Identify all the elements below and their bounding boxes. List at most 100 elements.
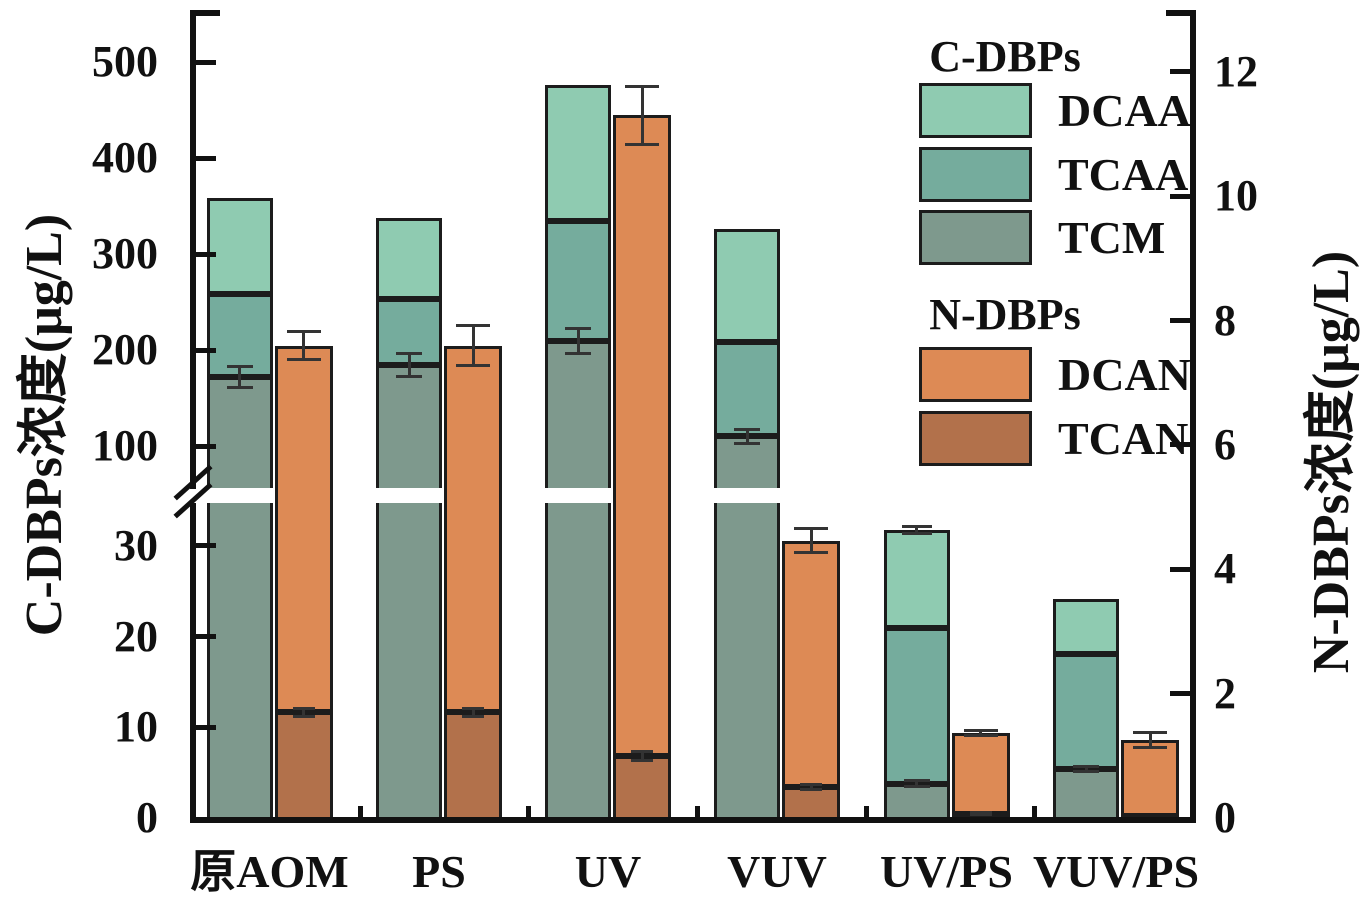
err-tcan-3-cap-top xyxy=(800,782,822,786)
right-tick-label-12: 12 xyxy=(1214,46,1258,96)
err-tcm-2-cap-top xyxy=(565,327,591,331)
err-c-total-4-cap-bot xyxy=(901,531,932,535)
err-c-total-4-cap-top xyxy=(901,524,932,528)
err-tcan-0-cap-top xyxy=(292,707,315,711)
c-bar-dcaa-0 xyxy=(206,198,273,295)
right-tick-label-8: 8 xyxy=(1214,295,1236,345)
x-minor-tick-0 xyxy=(357,806,363,817)
err-n-total-3-cap-top xyxy=(794,527,828,531)
left-tick-30 xyxy=(196,543,216,549)
legend-swatch-dcaa xyxy=(919,83,1032,138)
right-axis-top-cap xyxy=(1166,10,1196,16)
err-tcan-4-cap-top xyxy=(969,810,992,814)
err-n-total-1-cap-bot xyxy=(456,363,490,367)
err-tcan-1-cap-bot xyxy=(462,714,484,718)
x-minor-tick-2 xyxy=(694,806,700,817)
err-n-total-2-cap-bot xyxy=(625,142,659,146)
err-n-total-5-cap-bot xyxy=(1133,746,1167,750)
left-tick-500 xyxy=(196,59,216,65)
left-tick-label-0: 0 xyxy=(136,793,158,842)
c-bar-tcaa-2 xyxy=(545,221,611,342)
x-minor-tick-4 xyxy=(1031,806,1037,817)
right-tick-label-10: 10 xyxy=(1214,171,1258,221)
err-n-total-0-cap-top xyxy=(286,329,321,333)
err-n-total-4-cap-top xyxy=(963,729,998,733)
err-tcan-1-line xyxy=(471,708,475,717)
c-bar-tcaa-0 xyxy=(206,294,273,377)
right-tick-4 xyxy=(1170,566,1190,572)
bottom-axis xyxy=(190,817,1196,823)
err-n-total-1-cap-top xyxy=(456,324,490,328)
right-tick-label-2: 2 xyxy=(1214,668,1236,718)
c-bar-tcm-4 xyxy=(883,783,950,821)
legend-swatch-tcan xyxy=(919,410,1032,466)
legend-swatch-tcm xyxy=(919,210,1032,265)
err-n-total-4-line xyxy=(979,730,982,736)
right-tick-label-4: 4 xyxy=(1214,544,1236,594)
legend-label-dcan: DCAN xyxy=(1058,349,1191,400)
x-label-0: 原AOM xyxy=(190,846,349,897)
err-tcm-4-cap-top xyxy=(903,779,930,783)
right-tick-2 xyxy=(1170,691,1190,697)
legend-swatch-tcaa xyxy=(919,146,1032,202)
err-tcm-3-cap-top xyxy=(734,428,760,432)
c-bar-tcm-2 xyxy=(545,341,611,821)
err-tcan-3-line xyxy=(809,784,813,790)
err-n-total-0-cap-bot xyxy=(286,358,321,362)
n-bar-dcan-5 xyxy=(1121,740,1179,816)
err-tcan-2-cap-bot xyxy=(631,758,653,762)
legend-swatch-dcan xyxy=(919,347,1032,402)
x-minor-tick-1 xyxy=(525,806,531,817)
err-n-total-0-line xyxy=(302,331,305,360)
legend-label-dcaa: DCAA xyxy=(1058,85,1191,136)
x-label-2: UV xyxy=(574,846,642,897)
left-axis-top-cap xyxy=(190,10,220,16)
err-n-total-5-line xyxy=(1148,732,1152,748)
left-tick-label-30: 30 xyxy=(114,520,158,570)
left-tick-label-500: 500 xyxy=(92,37,158,86)
left-tick-400 xyxy=(196,155,216,161)
err-tcan-0-cap-bot xyxy=(292,714,315,718)
legend-label-tcm: TCM xyxy=(1058,212,1166,263)
err-tcm-1-cap-bot xyxy=(396,375,422,379)
right-tick-label-0: 0 xyxy=(1214,793,1236,842)
err-tcm-4-cap-bot xyxy=(903,784,930,788)
left-tick-300 xyxy=(196,251,216,257)
right-tick-6 xyxy=(1170,442,1190,448)
c-bar-dcaa-2 xyxy=(545,85,611,222)
err-tcan-0-line xyxy=(302,708,305,717)
err-tcan-1-cap-top xyxy=(462,707,484,711)
err-n-total-2-line xyxy=(640,86,644,145)
err-tcm-0-cap-bot xyxy=(226,385,253,389)
err-tcm-0-cap-top xyxy=(226,364,253,368)
err-tcan-2-cap-top xyxy=(631,749,653,753)
err-n-total-1-line xyxy=(471,325,475,366)
err-tcm-5-line xyxy=(1084,766,1088,772)
err-n-total-2-cap-top xyxy=(625,85,659,89)
left-tick-label-20: 20 xyxy=(114,611,158,661)
x-label-4: UV/PS xyxy=(880,846,1013,897)
left-tick-100 xyxy=(196,443,216,449)
x-minor-tick-3 xyxy=(863,806,869,817)
err-tcan-4-cap-bot xyxy=(969,813,992,817)
c-bar-tcaa-3 xyxy=(714,342,780,437)
err-tcm-3-line xyxy=(745,429,749,444)
c-bar-tcm-1 xyxy=(376,365,442,821)
err-tcm-3-cap-bot xyxy=(734,441,760,445)
left-tick-label-100: 100 xyxy=(92,421,158,470)
left-tick-10 xyxy=(196,724,216,730)
right-tick-12 xyxy=(1170,69,1190,75)
n-bar-dcan-0 xyxy=(274,345,333,713)
x-label-1: PS xyxy=(412,846,466,897)
left-axis-upper-segment xyxy=(190,10,196,489)
left-tick-label-200: 200 xyxy=(92,325,158,374)
c-bar-dcaa-3 xyxy=(714,229,780,343)
err-tcm-2-line xyxy=(576,328,580,354)
left-axis-lower-segment xyxy=(190,503,196,823)
right-tick-10 xyxy=(1170,193,1190,199)
err-n-total-3-line xyxy=(809,528,813,553)
right-tick-label-6: 6 xyxy=(1214,419,1236,469)
c-bar-tcaa-5 xyxy=(1053,653,1119,770)
